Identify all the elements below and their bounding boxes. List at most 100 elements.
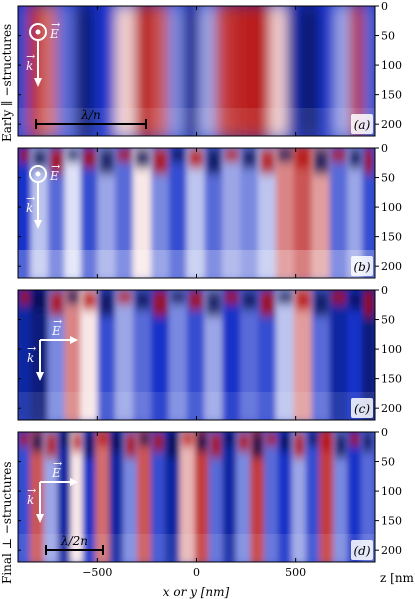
heatmap-column [311,148,332,278]
heatmap-column [64,148,83,278]
x-tick-label: −500 [82,566,112,579]
heatmap-column [251,6,272,136]
polarization-annotation: E→k→ [26,160,60,229]
heatmap-column [97,290,118,420]
heatmap-column [363,6,375,136]
heatmap-column [222,148,243,278]
z-tick-label: 50 [381,30,395,43]
field-label: E [49,27,59,41]
heatmap-column [362,148,375,278]
heatmap-column [186,148,207,278]
scale-bar: λ/n [35,108,147,129]
heatmap-column [18,290,33,420]
z-tick-label: 50 [381,456,395,469]
wave-label: k [27,351,34,365]
heatmap-column [70,432,85,562]
wave-label: k [26,201,33,215]
wave-vector-symbol: → [27,342,36,355]
heatmap-column [286,6,305,136]
heatmap-column [347,290,365,420]
heatmap-column [250,432,266,562]
z-tick-label: 150 [381,373,402,386]
heatmap-column [186,290,207,420]
heatmap-column [30,148,50,278]
z-tick-label: 100 [381,485,402,498]
wave-vector-symbol: → [26,192,35,205]
heatmap-column [333,432,350,562]
heatmap-column [319,432,336,562]
heatmap-column [257,290,278,420]
heatmap-column [135,6,154,136]
x-tick-label: 0 [193,566,200,579]
heatmap-column [347,148,365,278]
heatmap-column [29,432,46,562]
heatmap-column [311,290,332,420]
heatmap-column [362,290,375,420]
heatmap-column [109,432,126,562]
heatmap-column [350,6,366,136]
heatmap-column [240,290,260,420]
heatmap-column [136,432,153,562]
wave-label: k [26,59,33,73]
row-label-early: Early ∥ −structures [0,24,14,142]
wave-label: k [27,493,34,507]
heatmap-column [27,6,43,136]
z-tick-label: 50 [381,172,395,185]
heatmap-column [293,290,314,420]
heatmap-column [329,290,350,420]
z-tick-label: 100 [381,59,402,72]
heatmap-column [64,290,83,420]
heatmap-column [47,290,67,420]
z-tick-label: 100 [381,343,402,356]
z-tick-label: 200 [381,544,402,557]
heatmap-column [115,6,138,136]
heatmap-column [291,432,308,562]
panel-label: (a) [354,118,371,132]
heatmap-column [115,290,136,420]
field-out-of-plane-icon [29,165,47,183]
heatmap-column [361,432,375,562]
heatmap-column [150,432,167,562]
heatmap-column [215,6,235,136]
heatmap-column [167,6,186,136]
heatmap-column [168,290,189,420]
heatmap-column [47,148,67,278]
field-label: E [49,169,59,183]
polarization-annotation: E→k→ [27,457,78,523]
field-label: E [51,466,61,480]
z-tick-label: 150 [381,231,402,244]
heatmap-column [305,432,322,562]
heatmap-column [18,6,30,136]
heatmap-column [80,290,100,420]
z-tick-label: 150 [381,515,402,528]
heatmap-column [151,6,170,136]
heatmap-column [133,148,153,278]
panel-label: (d) [353,544,370,558]
polarization-annotation: E→k→ [27,315,78,381]
heatmap-column [257,148,278,278]
heatmap-column [204,290,225,420]
heatmap-column [204,148,225,278]
heatmap-column [263,432,280,562]
heatmap-column [115,148,136,278]
heatmap-column [150,148,171,278]
field-out-of-plane-icon [29,23,47,41]
heatmap-column [222,290,243,420]
heatmap-column [269,6,289,136]
z-tick-label: 200 [381,260,402,273]
heatmap-column [236,432,253,562]
heatmap-column [240,148,260,278]
heatmap-column [18,432,32,562]
heatmap-column [133,290,153,420]
heatmap-column [318,6,337,136]
scale-bar-label: λ/2n [60,534,88,548]
z-tick-label: 0 [381,284,388,297]
wave-vector-symbol: → [27,484,36,497]
heatmap-column [94,6,118,136]
scale-bar: λ/2n [45,534,104,555]
field-label: E [51,324,61,338]
